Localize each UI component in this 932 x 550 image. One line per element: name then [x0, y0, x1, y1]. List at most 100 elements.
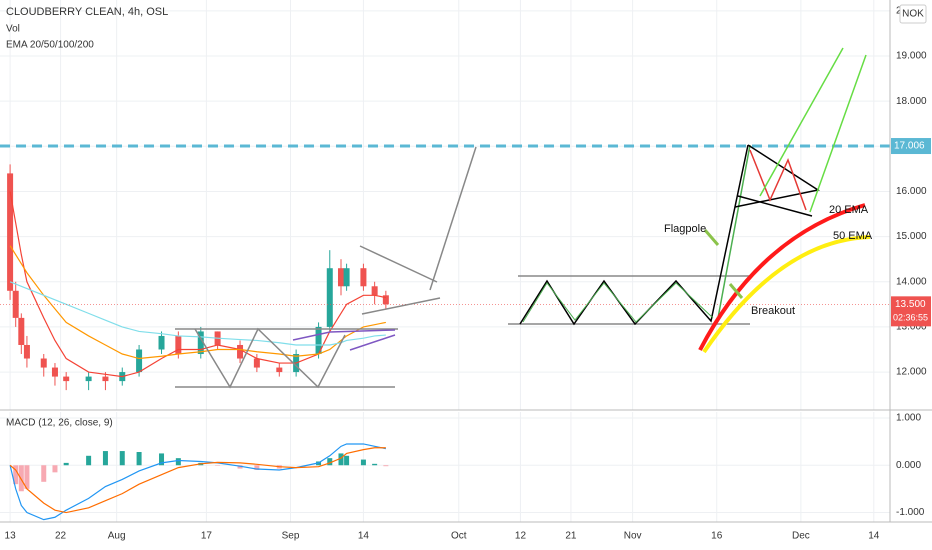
x-tick-label: 21 — [565, 531, 577, 542]
flag-zigzag — [749, 149, 807, 211]
histogram-bar — [18, 465, 24, 492]
flagpole — [717, 144, 751, 319]
y-tick-label: 15.000 — [896, 231, 927, 242]
candle-body — [158, 335, 165, 350]
target-line — [759, 47, 844, 197]
x-tick-label: Sep — [282, 531, 300, 542]
currency-box — [899, 4, 927, 24]
candle-body — [315, 326, 322, 355]
candle-body — [175, 335, 182, 355]
zigzag — [194, 327, 346, 389]
annotation: Flagpole — [664, 223, 706, 235]
candle-body — [337, 268, 344, 287]
price-axis — [890, 0, 932, 550]
x-tick-label: 14 — [868, 531, 880, 542]
x-tick-label: 22 — [55, 531, 67, 542]
histogram-bar — [52, 465, 58, 473]
histogram-bar — [86, 455, 92, 466]
axes: 12.00013.00014.00015.00016.00017.00018.0… — [5, 5, 931, 542]
candle-body — [237, 344, 244, 359]
candle-body — [253, 358, 260, 368]
projection-line — [429, 146, 477, 291]
y-tick-label: 0.000 — [896, 460, 921, 471]
candle-body — [40, 358, 47, 368]
line — [9, 447, 386, 514]
indicator-label: EMA 20/50/100/200 — [6, 40, 94, 51]
trend-line — [349, 334, 396, 351]
x-tick-label: 12 — [515, 531, 527, 542]
histogram-bar — [136, 452, 142, 466]
target-line — [809, 54, 867, 213]
arrow — [728, 283, 744, 299]
candle-body — [63, 376, 70, 382]
drawings — [175, 47, 871, 389]
candle-body — [18, 317, 25, 345]
y-tick-label: -1.000 — [896, 507, 925, 518]
y-tick-label: 16.000 — [896, 186, 927, 197]
level-label: 17.006 — [894, 141, 925, 152]
pennant-line — [359, 245, 438, 283]
y-tick-label: 14.000 — [896, 276, 927, 287]
countdown: 02:36:55 — [893, 313, 928, 323]
annotation: 50 EMA — [833, 230, 873, 242]
y-tick-label: 13.000 — [896, 322, 927, 333]
arrow — [703, 229, 720, 246]
x-tick-label: Aug — [108, 531, 126, 542]
y-tick-label: 1.000 — [896, 413, 921, 424]
candle-body — [7, 173, 14, 291]
last-price-label: 13.500 — [895, 299, 926, 310]
histogram-bar — [344, 455, 350, 466]
ema20-sketch — [698, 203, 866, 351]
ema50-sketch — [702, 235, 871, 354]
histogram-bar — [63, 462, 69, 466]
candle-body — [197, 331, 204, 355]
histogram-bar — [175, 458, 181, 466]
candle-body — [326, 268, 333, 327]
line — [9, 281, 386, 346]
annotation: Breakout — [751, 305, 795, 317]
chart-title: CLOUDBERRY CLEAN, 4h, OSL — [6, 6, 168, 18]
candle-body — [276, 367, 283, 373]
histogram-bar — [119, 451, 125, 466]
line — [9, 245, 386, 360]
histogram-bar — [327, 458, 333, 466]
x-tick-label: 13 — [5, 531, 17, 542]
histogram-bar — [237, 465, 243, 469]
zigzag — [522, 282, 714, 323]
y-tick-label: 19.000 — [896, 51, 927, 62]
candle-body — [23, 344, 30, 359]
histogram-bar — [159, 453, 165, 466]
line — [9, 191, 386, 378]
y-tick-label: 12.000 — [896, 367, 927, 378]
candle-body — [371, 286, 378, 296]
y-tick-label: 18.000 — [896, 96, 927, 107]
candle-body — [85, 376, 92, 382]
candle-body — [343, 268, 350, 287]
histogram-bar — [360, 459, 366, 466]
histogram-bar — [372, 463, 378, 466]
histogram-bar — [102, 451, 108, 466]
candle-body — [136, 349, 143, 373]
x-tick-label: Nov — [624, 531, 642, 542]
indicator-label: MACD (12, 26, close, 9) — [6, 418, 113, 429]
histogram-bar — [254, 465, 260, 470]
histogram-bar — [383, 465, 389, 467]
x-tick-label: 17 — [201, 531, 213, 542]
pennant-line — [361, 297, 441, 315]
level-label-box — [891, 138, 931, 155]
last-price-box — [891, 296, 931, 327]
x-tick-label: 16 — [711, 531, 723, 542]
currency: NOK — [902, 9, 924, 20]
x-tick-label: 14 — [358, 531, 370, 542]
candle-body — [382, 295, 389, 305]
annotation: 20 EMA — [829, 204, 869, 216]
indicator-label: Vol — [6, 24, 20, 35]
flag — [737, 195, 813, 217]
histogram-bar — [338, 453, 344, 466]
histogram-bar — [13, 465, 19, 485]
candle-body — [360, 268, 367, 287]
histogram-bar — [41, 465, 47, 482]
candle-body — [102, 376, 109, 382]
